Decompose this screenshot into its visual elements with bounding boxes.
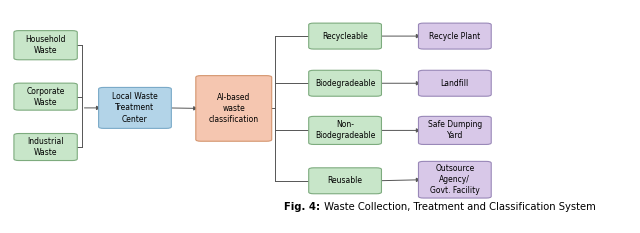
Text: Safe Dumping
Yard: Safe Dumping Yard [428,120,482,140]
FancyBboxPatch shape [419,161,492,198]
Text: Recycleable: Recycleable [322,32,368,41]
FancyBboxPatch shape [308,23,381,49]
Text: Non-
Biodegradeable: Non- Biodegradeable [315,120,375,140]
FancyBboxPatch shape [419,116,492,144]
Text: Household
Waste: Household Waste [26,35,66,55]
FancyBboxPatch shape [14,134,77,161]
Text: Reusable: Reusable [328,176,363,185]
Text: Fig. 4:: Fig. 4: [284,202,320,212]
FancyBboxPatch shape [14,83,77,110]
FancyBboxPatch shape [14,31,77,60]
Text: AI-based
waste
classification: AI-based waste classification [209,93,259,124]
FancyBboxPatch shape [419,23,492,49]
Text: Waste Collection, Treatment and Classification System: Waste Collection, Treatment and Classifi… [321,202,596,212]
FancyBboxPatch shape [419,70,492,96]
Text: Local Waste
Treatment
Center: Local Waste Treatment Center [112,92,158,123]
Text: Industrial
Waste: Industrial Waste [28,137,64,157]
Text: Corporate
Waste: Corporate Waste [26,87,65,107]
Text: Biodegradeable: Biodegradeable [315,79,375,88]
Text: Landfill: Landfill [441,79,469,88]
FancyBboxPatch shape [99,87,172,128]
Text: Outsource
Agency/
Govt. Facility: Outsource Agency/ Govt. Facility [430,164,480,195]
FancyBboxPatch shape [308,168,381,194]
FancyBboxPatch shape [308,116,381,144]
FancyBboxPatch shape [196,76,272,141]
Text: Recycle Plant: Recycle Plant [429,32,481,41]
FancyBboxPatch shape [308,70,381,96]
